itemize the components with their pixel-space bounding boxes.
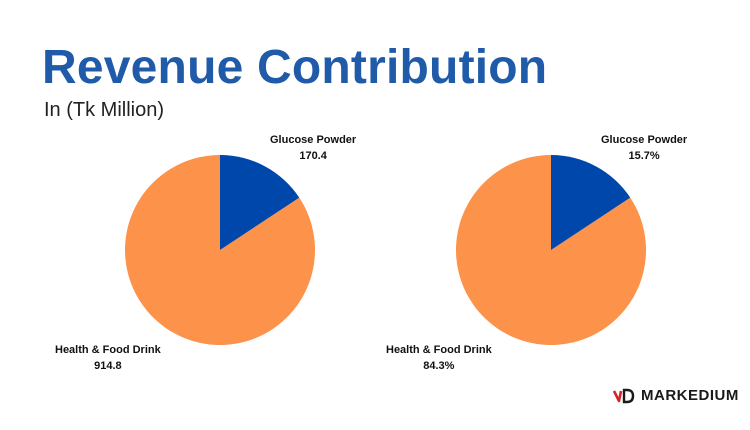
label-name: Glucose Powder bbox=[601, 134, 688, 146]
chart-title: Revenue Contribution bbox=[42, 41, 548, 94]
label-name: Health & Food Drink bbox=[386, 344, 492, 356]
label-name: Health & Food Drink bbox=[55, 344, 161, 356]
pie-slice-glucose-powder bbox=[551, 155, 631, 250]
pie-chart-values bbox=[120, 150, 320, 350]
logo-text: MARKEDIUM bbox=[641, 387, 739, 404]
label-value: 84.3% bbox=[423, 360, 455, 372]
chart-subtitle: In (Tk Million) bbox=[44, 99, 165, 121]
pie-slice-health-food-drink bbox=[124, 155, 315, 345]
markedium-logo-icon bbox=[613, 388, 635, 404]
label-glucose-powder-percent: Glucose Powder 15.7% bbox=[601, 132, 687, 164]
label-glucose-powder-values: Glucose Powder 170.4 bbox=[270, 132, 356, 164]
label-value: 170.4 bbox=[299, 150, 327, 162]
label-name: Glucose Powder bbox=[270, 134, 357, 146]
pie-svg-percent bbox=[456, 155, 646, 345]
label-value: 15.7% bbox=[628, 150, 660, 162]
label-value: 914.8 bbox=[94, 360, 122, 372]
pie-chart-percent bbox=[451, 150, 651, 350]
label-health-food-drink-values: Health & Food Drink 914.8 bbox=[55, 342, 161, 374]
pie-slice-glucose-powder bbox=[220, 155, 300, 250]
pie-svg-values bbox=[124, 155, 315, 345]
label-health-food-drink-percent: Health & Food Drink 84.3% bbox=[386, 342, 492, 374]
markedium-logo: MARKEDIUM bbox=[613, 387, 739, 404]
